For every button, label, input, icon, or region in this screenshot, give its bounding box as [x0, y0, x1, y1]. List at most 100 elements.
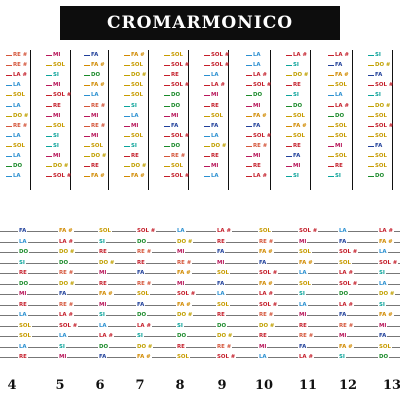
note-line	[124, 176, 130, 178]
note-label: RE #	[91, 102, 106, 109]
note-label: SOL #	[171, 82, 190, 89]
fret-number: 4	[7, 378, 17, 393]
note-label: SOL #	[211, 62, 230, 69]
note-line	[84, 145, 90, 147]
note-label: RE	[131, 153, 139, 159]
note-label: SI	[335, 173, 341, 180]
note-label: SOL #	[171, 132, 190, 139]
note-label: DO	[171, 142, 181, 149]
note-label: SOL	[298, 249, 312, 255]
note-line	[328, 55, 334, 56]
note-label: DO	[335, 112, 345, 119]
note-line	[286, 135, 292, 137]
note-label: DO	[13, 163, 23, 170]
note-label: FA #	[58, 228, 74, 234]
note-line	[124, 135, 130, 137]
note-label: SI	[53, 142, 59, 149]
note-label: RE	[293, 82, 301, 89]
note-label: MI	[335, 142, 343, 149]
note-line	[246, 156, 252, 157]
note-label: SOL #	[171, 173, 190, 180]
note-label: DO #	[378, 291, 396, 297]
note-label: SI	[176, 322, 184, 329]
column-divider	[70, 50, 71, 190]
note-line	[46, 95, 52, 97]
note-line	[6, 176, 12, 178]
note-line	[6, 145, 12, 147]
note-label: MI	[253, 153, 261, 159]
note-line	[286, 85, 292, 87]
note-label: DO	[338, 291, 350, 297]
note-label: DO	[91, 72, 101, 79]
note-label: SOL	[335, 122, 347, 129]
note-label: SI	[53, 132, 59, 139]
note-line	[286, 95, 292, 97]
note-label: SOL	[375, 132, 387, 139]
fret-number: 9	[217, 378, 227, 393]
note-label: SOL #	[58, 322, 79, 329]
note-label: RE	[176, 343, 186, 350]
note-line	[46, 55, 52, 56]
note-line	[328, 105, 334, 107]
note-line	[246, 75, 252, 77]
note-line	[286, 145, 292, 147]
note-label: MI	[298, 312, 308, 318]
note-label: DO #	[176, 312, 194, 318]
note-line	[124, 85, 130, 87]
note-line	[328, 176, 334, 178]
note-line	[164, 65, 170, 67]
note-label: LA	[338, 228, 348, 234]
note-label: RE	[216, 312, 226, 318]
note-label: LA	[18, 343, 28, 350]
note-label: RE #	[258, 312, 275, 318]
note-label: SOL	[131, 62, 143, 69]
note-label: RE	[53, 102, 61, 109]
note-label: FA #	[131, 52, 145, 58]
note-label: DO	[253, 92, 263, 99]
note-label: SOL #	[136, 228, 157, 234]
note-label: RE	[98, 249, 108, 255]
note-label: MI	[211, 163, 219, 170]
note-label: SOL	[293, 132, 305, 139]
note-label: LA	[13, 173, 21, 180]
note-label: LA	[58, 333, 68, 339]
note-line	[46, 65, 52, 67]
note-line	[6, 65, 12, 67]
note-label: FA #	[378, 238, 394, 245]
note-line	[6, 135, 12, 137]
note-line	[124, 55, 130, 56]
note-label: FA #	[335, 72, 349, 79]
note-line	[246, 125, 252, 127]
note-label: SOL	[18, 333, 32, 339]
note-label: SOL #	[53, 92, 72, 99]
note-label: SOL	[13, 92, 25, 99]
note-line	[246, 166, 252, 168]
note-label: LA	[378, 249, 388, 255]
note-line	[164, 85, 170, 87]
note-label: RE	[211, 153, 219, 159]
note-label: LA	[211, 72, 219, 79]
note-label: LA #	[58, 238, 75, 245]
note-label: SOL #	[211, 52, 230, 58]
note-label: LA	[335, 92, 343, 99]
note-label: RE	[18, 301, 28, 308]
note-label: MI	[18, 291, 28, 297]
fret-number: 12	[338, 378, 358, 393]
note-label: FA	[211, 122, 219, 129]
note-label: DO #	[136, 343, 154, 350]
note-label: RE	[258, 333, 268, 339]
note-label: SOL	[298, 280, 312, 287]
note-label: SOL	[131, 132, 143, 139]
note-label: FA	[98, 354, 108, 360]
note-line	[6, 75, 12, 77]
string-line	[0, 241, 400, 243]
note-label: SI	[375, 92, 381, 99]
note-line	[286, 55, 292, 56]
note-label: DO	[171, 102, 181, 109]
note-line	[204, 65, 210, 67]
column-divider	[310, 50, 311, 190]
note-label: LA	[131, 112, 139, 119]
note-line	[328, 95, 334, 97]
note-label: FA	[375, 142, 383, 149]
note-label: FA	[216, 249, 226, 255]
